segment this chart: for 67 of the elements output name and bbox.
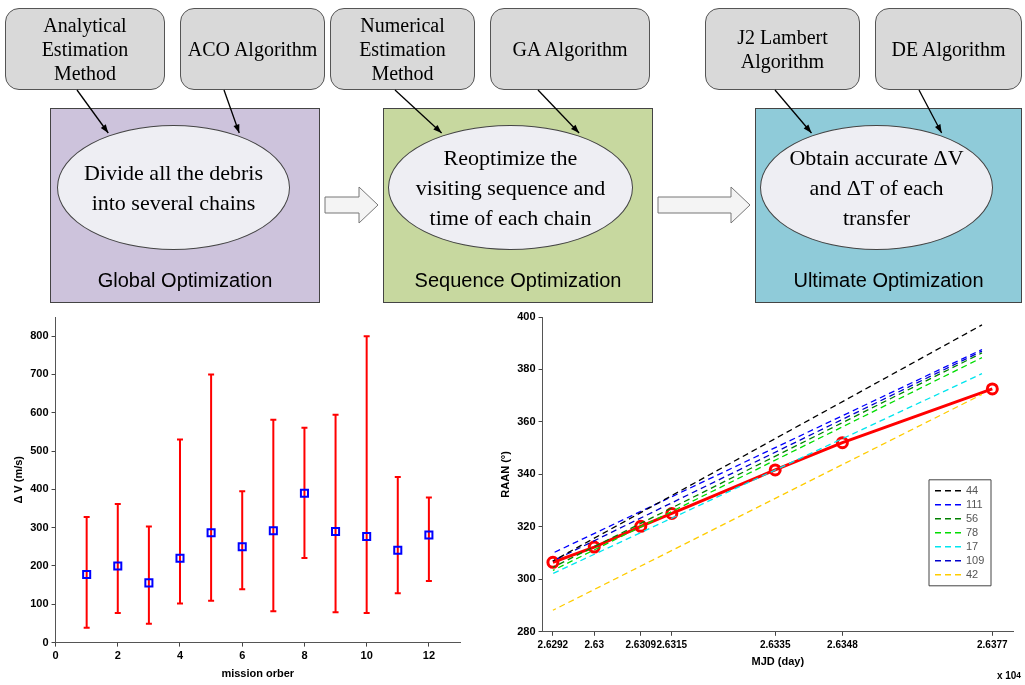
y-tick-label: 300 bbox=[517, 572, 536, 585]
legend-label: 111 bbox=[966, 497, 983, 510]
y-tick-label: 500 bbox=[30, 444, 49, 457]
y-tick-label: 400 bbox=[517, 310, 536, 323]
y-tick-label: 340 bbox=[517, 467, 536, 480]
point bbox=[144, 578, 154, 588]
text: Global Optimization bbox=[96, 267, 274, 293]
x-tick-label: 2.6292 bbox=[537, 638, 569, 650]
point bbox=[362, 531, 372, 542]
x-tick-label: 2.6377 bbox=[977, 638, 1009, 650]
x-tick-label: 10 bbox=[360, 649, 373, 662]
legend-label: 44 bbox=[966, 483, 979, 496]
y-tick-label: 200 bbox=[30, 559, 49, 572]
point bbox=[299, 488, 309, 498]
x-tick-label: 12 bbox=[422, 649, 436, 662]
x-axis-title: MJD (day) bbox=[751, 655, 805, 668]
x-tick-label: 2.63 bbox=[584, 638, 605, 650]
y-tick-label: 380 bbox=[517, 362, 536, 375]
y-tick-label: 360 bbox=[517, 414, 536, 427]
legend-label: 109 bbox=[966, 553, 985, 566]
legend-label: 56 bbox=[966, 511, 979, 524]
y-tick-label: 100 bbox=[30, 597, 49, 610]
y-tick-label: 600 bbox=[30, 405, 49, 418]
point bbox=[82, 569, 92, 579]
y-tick-label: 280 bbox=[517, 624, 536, 637]
x-tick-label: 6 bbox=[239, 649, 246, 662]
text: DE Algorithm bbox=[890, 37, 1007, 63]
y-axis-title: RAAN (°) bbox=[498, 450, 511, 498]
text: GA Algorithm bbox=[511, 37, 629, 63]
point bbox=[237, 542, 247, 552]
point bbox=[424, 530, 434, 540]
text: Obtain accurate ΔV and ΔT of each transfer bbox=[788, 143, 965, 232]
x-tick-label: 4 bbox=[176, 649, 184, 662]
x-tick-label: 2 bbox=[114, 649, 121, 662]
point bbox=[546, 555, 560, 569]
point bbox=[331, 526, 341, 537]
point bbox=[985, 382, 999, 396]
point bbox=[175, 553, 185, 563]
y-tick-label: 320 bbox=[517, 519, 536, 532]
point bbox=[206, 528, 216, 538]
point bbox=[768, 463, 782, 477]
point bbox=[113, 561, 123, 571]
text: Ultimate Optimization bbox=[792, 267, 985, 293]
text: J2 Lambert Algorithm bbox=[736, 25, 829, 75]
x-tick-label: 2.6335 bbox=[759, 638, 791, 650]
legend-label: 78 bbox=[966, 525, 979, 538]
y-tick-label: 300 bbox=[30, 520, 49, 533]
legend-label: 42 bbox=[966, 567, 979, 580]
x-tick-label: 2.6348 bbox=[827, 638, 859, 650]
y-tick-label: 400 bbox=[30, 482, 49, 495]
legend-label: 17 bbox=[966, 539, 979, 552]
text: Sequence Optimization bbox=[413, 267, 623, 293]
y-tick-label: 700 bbox=[30, 367, 49, 380]
x-axis-title: mission orber bbox=[221, 667, 295, 680]
text: Divide all the debris into several chains bbox=[83, 158, 264, 217]
y-axis-title: Δ V (m/s) bbox=[11, 455, 24, 504]
x-tick-label: 2.6309 bbox=[625, 638, 657, 650]
y-tick-label: 800 bbox=[30, 329, 49, 342]
x-tick-label: 2.6315 bbox=[656, 638, 688, 650]
text: Numerical Estimation Method bbox=[358, 13, 447, 86]
point bbox=[393, 545, 403, 555]
text: Analytical Estimation Method bbox=[40, 13, 130, 86]
text: Reoptimize the visiting sequence and time of each chain bbox=[414, 143, 607, 232]
x-tick-label: 8 bbox=[301, 649, 308, 662]
text: ACO Algorithm bbox=[186, 37, 319, 63]
x-tick-label: 0 bbox=[52, 649, 59, 662]
point bbox=[268, 526, 278, 536]
